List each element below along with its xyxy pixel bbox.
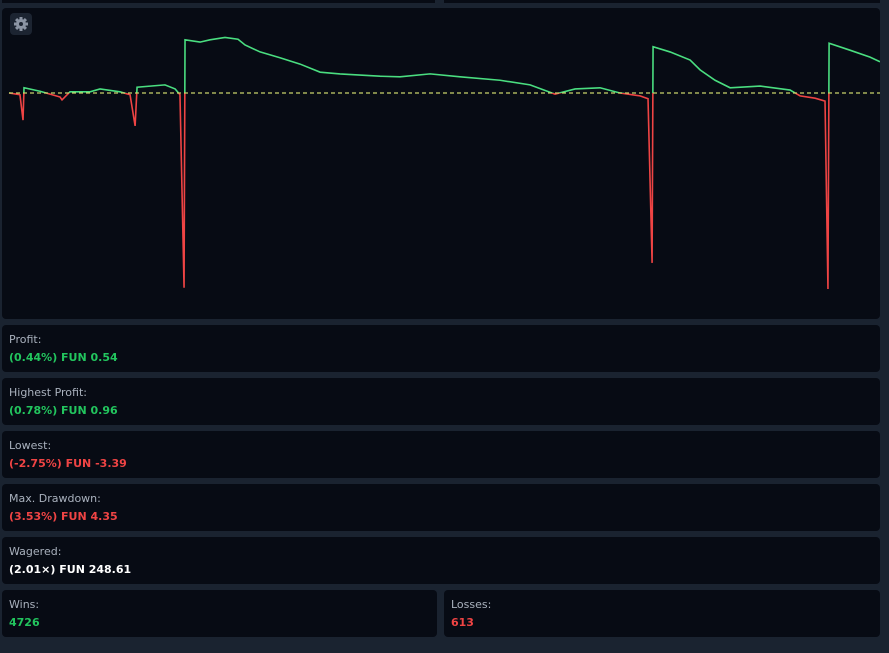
stat-value: (0.44%) FUN 0.54: [9, 351, 118, 364]
stat-label: Profit:: [9, 333, 42, 346]
profit-line-positive: [8, 36, 880, 93]
stat-panel: Profit: (0.44%) FUN 0.54: [2, 325, 880, 372]
stat-label: Lowest:: [9, 439, 52, 452]
stat-panel: Highest Profit: (0.78%) FUN 0.96: [2, 378, 880, 425]
stat-value: (2.01×) FUN 248.61: [9, 563, 132, 576]
stat-panel: Lowest: (-2.75%) FUN -3.39: [2, 431, 880, 478]
chart: [8, 36, 880, 289]
stat-value: (3.53%) FUN 4.35: [9, 510, 118, 523]
stat-label: Wagered:: [9, 545, 62, 558]
stat-panel: Wagered: (2.01×) FUN 248.61: [2, 537, 880, 584]
stat-value: 613: [451, 616, 474, 629]
stat-panel: Losses: 613: [444, 590, 880, 637]
chart-panel: [2, 8, 880, 319]
stat-label: Wins:: [9, 598, 40, 611]
prev-panel: [2, 0, 435, 3]
stat-value: (-2.75%) FUN -3.39: [9, 457, 127, 470]
stat-label: Max. Drawdown:: [9, 492, 101, 505]
stat-panel: Max. Drawdown: (3.53%) FUN 4.35: [2, 484, 880, 531]
stat-label: Highest Profit:: [9, 386, 87, 399]
stat-panel: Wins: 4726: [2, 590, 437, 637]
stat-value: 4726: [9, 616, 40, 629]
stat-value: (0.78%) FUN 0.96: [9, 404, 118, 417]
gear-icon: [14, 17, 28, 31]
prev-panel: [444, 0, 880, 3]
settings-button[interactable]: [10, 13, 32, 35]
stat-label: Losses:: [451, 598, 492, 611]
